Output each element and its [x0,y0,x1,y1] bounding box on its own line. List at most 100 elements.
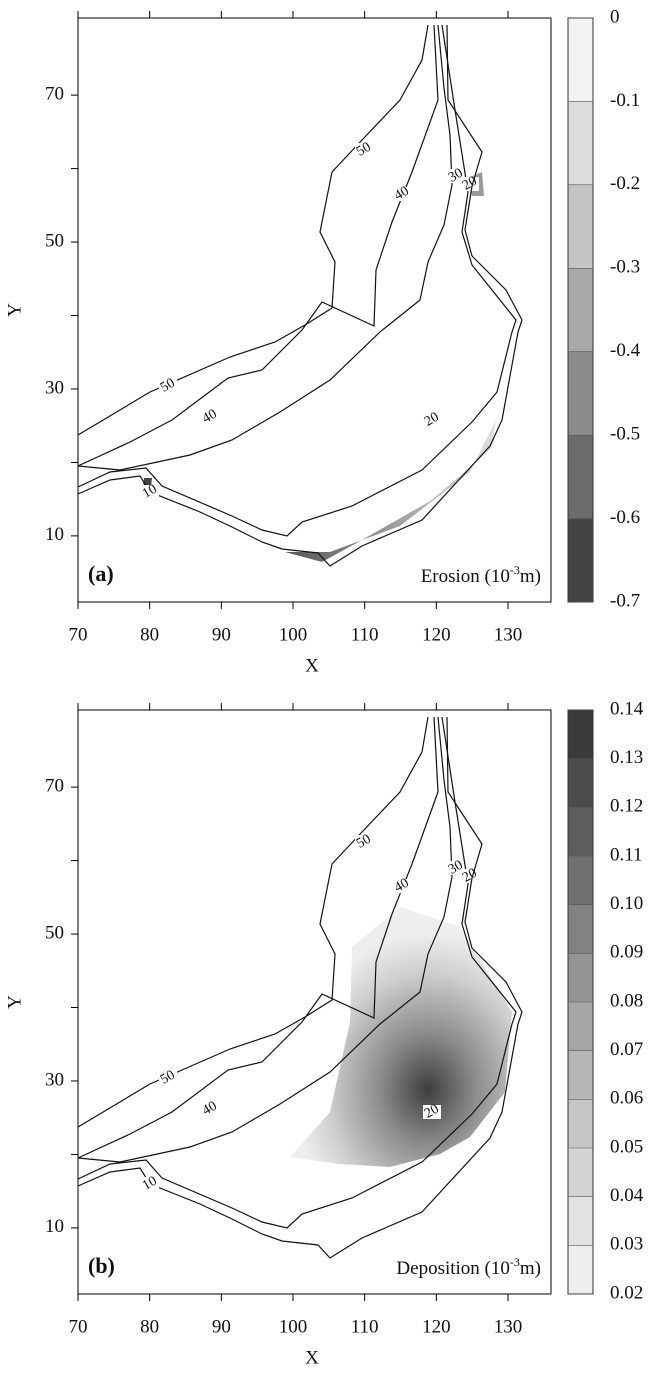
colorbar-tick-label: 0.06 [610,1088,643,1109]
contour-label: 40 [392,876,412,896]
contour-label-bg [201,1102,219,1116]
colorbar-tick-label: -0.5 [610,424,640,445]
contour-label: 50 [158,376,178,396]
colorbar-tick-label: 0.02 [610,1282,643,1303]
contour-line [77,716,439,1159]
contour-line [77,716,453,1163]
contour-line [77,24,439,467]
panel-label: (b) [88,1253,115,1278]
contour-label: 20 [460,174,480,194]
contour-line [77,716,517,1229]
colorbar-tick-label: 0.08 [610,990,643,1011]
contour-label-bg [393,879,411,893]
annotation-unit: m) [520,566,541,587]
y-tick-label: 50 [45,922,64,943]
colorbar-tick-label: 0 [610,6,620,27]
y-tick-label: 10 [45,524,64,545]
colorbar-band [568,758,593,808]
colorbar-band [568,18,593,102]
contour-label: 20 [422,1102,442,1122]
y-tick-label: 30 [45,1069,64,1090]
colorbar-band [568,710,593,759]
annotation-sup: -3 [510,1255,520,1269]
x-tick-label: 100 [279,624,308,645]
x-tick-label: 70 [69,1316,88,1337]
contour-label-bg [159,379,177,393]
x-tick-label: 120 [422,1316,451,1337]
colorbar-band [568,904,593,954]
deposition-shading [290,907,512,1167]
contour-label: 10 [140,1174,160,1194]
annotation-text: Erosion (10 [421,566,510,587]
x-tick-label: 90 [212,624,231,645]
colorbar-band [568,807,593,856]
contour-label: 30 [446,166,466,186]
colorbar-band [568,856,593,905]
contour-label-bg [447,861,465,875]
colorbar-tick-label: -0.7 [610,590,640,611]
annotation-text: Deposition (10 [396,1258,509,1279]
contour-label-bg [201,410,219,424]
y-axis-label: Y [4,303,25,317]
contour-label-bg [393,187,411,201]
colorbar-tick-label: -0.3 [610,257,640,278]
y-tick-label: 10 [45,1216,64,1237]
colorbar-band [568,1002,593,1051]
colorbar-tick-label: 0.12 [610,796,643,817]
erosion-shading [285,420,496,562]
x-tick-label: 130 [494,624,523,645]
annotation-sup: -3 [510,563,520,577]
contour-line [77,24,453,471]
colorbar-tick-label: -0.6 [610,507,640,528]
contour-label-bg [355,143,373,157]
contour-line [77,24,517,537]
colorbar-band [568,953,593,1002]
colorbar-band [568,351,593,436]
x-tick-label: 100 [279,1316,308,1337]
contour-label-bg [461,177,479,191]
colorbar-tick-label: -0.2 [610,173,640,194]
colorbar-band [568,268,593,352]
contour-label-bg [141,485,159,499]
x-tick-label: 110 [351,624,379,645]
contour-label: 50 [158,1068,178,1088]
contour-label: 30 [446,858,466,878]
y-tick-label: 50 [45,230,64,251]
y-axis-label: Y [4,995,25,1009]
colorbar-tick-label: 0.07 [610,1039,643,1060]
contour-label-bg [423,1105,441,1119]
annotation-unit: m) [520,1258,541,1279]
colorbar-tick-label: -0.1 [610,90,640,111]
colorbar-band [568,1050,593,1100]
colorbar-tick-label: 0.11 [610,844,643,865]
colorbar-band [568,1099,593,1148]
contour-label: 40 [200,407,220,427]
y-tick-label: 70 [45,83,64,104]
annotation: Deposition (10-3m) [396,1255,541,1280]
colorbar-band [568,518,593,602]
contour-label-bg [447,169,465,183]
x-tick-label: 80 [140,624,159,645]
x-tick-label: 70 [69,624,88,645]
contour-label: 20 [422,410,442,430]
colorbar-tick-label: 0.10 [610,893,643,914]
x-axis-label: X [305,655,319,676]
colorbar-band [568,1148,593,1197]
colorbar-tick-label: 0.09 [610,942,643,963]
contour-line [77,24,523,567]
x-tick-label: 120 [422,624,451,645]
colorbar-band [568,1196,593,1246]
contour-label: 50 [354,832,374,852]
colorbar-tick-label: 0.03 [610,1234,643,1255]
contour-line [77,716,523,1259]
contour-label-bg [141,1177,159,1191]
colorbar-tick-label: 0.13 [610,747,643,768]
contour-label-bg [159,1071,177,1085]
contour-line [77,716,429,1128]
contour-label-bg [461,869,479,883]
panel-label: (a) [88,561,114,586]
x-tick-label: 90 [212,1316,231,1337]
x-tick-label: 130 [494,1316,523,1337]
plot-frame [77,17,552,603]
